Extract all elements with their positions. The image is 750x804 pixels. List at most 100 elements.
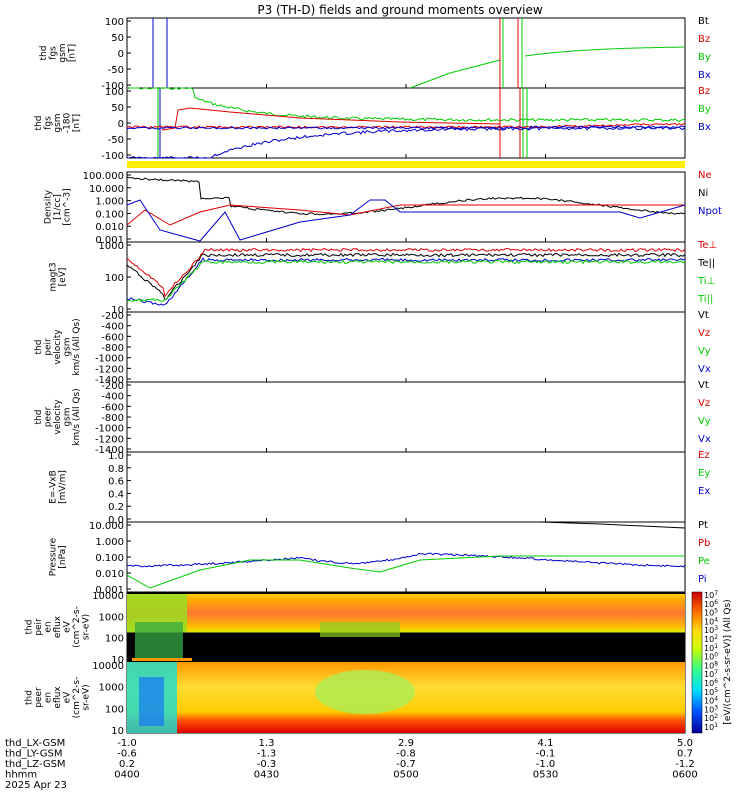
colorbar-label: [eV/(cm^2-s-sr-eV)] (All Qs) xyxy=(723,599,733,724)
panel-7: 1.0 0.8 0.60.4 0.2 0.0 E=-VxB [mV/m] Ez Ey Ex xyxy=(48,450,710,526)
ti-parallel-trace xyxy=(126,259,686,303)
ion-noise-patch xyxy=(320,622,400,637)
y-axis-label: velocity xyxy=(53,399,63,435)
y-axis-label: thd xyxy=(34,340,44,355)
y-axis-label: eflux xyxy=(53,686,63,709)
y-axis-label: gsm xyxy=(53,113,63,132)
legend-entry: Bx xyxy=(698,122,711,133)
y-axis-label: sr-eV) xyxy=(82,614,92,640)
panel-frame xyxy=(126,381,686,453)
te-parallel-trace xyxy=(126,252,686,301)
x-axis-row-label: thd_LY-GSM xyxy=(5,749,62,760)
y-axis-label: peir xyxy=(34,618,44,636)
y-axis-label: peer xyxy=(34,687,44,708)
y-tick-label: 1000 xyxy=(99,683,124,694)
y-tick-label: 0.100 xyxy=(95,553,124,564)
y-axis-label: gsm xyxy=(58,43,68,62)
ni-trace xyxy=(126,176,686,216)
colorbar-tick-label: 100 xyxy=(704,652,718,662)
y-tick-label: 100 xyxy=(105,273,124,284)
panel-5: -200-400-600-800-1000-1200-1400 thd peir ve… xyxy=(34,310,711,386)
colorbar-tick-label: 105 xyxy=(704,608,718,618)
pe-trace xyxy=(126,555,685,589)
y-tick-label: -400 xyxy=(101,392,124,403)
y-tick-label: -1400 xyxy=(95,445,124,456)
y-axis-label: magt3 xyxy=(48,262,58,291)
x-axis-value: -1.0 xyxy=(536,759,556,770)
y-axis-label: Density xyxy=(44,189,54,224)
y-axis-label: thd xyxy=(25,690,35,705)
y-axis-label: (cm^2-s- xyxy=(72,677,82,719)
x-axis-value: 0.2 xyxy=(119,759,135,770)
colorbar-tick-label: 101 xyxy=(704,643,718,653)
x-axis-date: 2025 Apr 23 xyxy=(5,780,67,791)
legend-entry: Ni xyxy=(698,188,708,199)
y-axis-label: -180 xyxy=(63,113,73,134)
te-perp-trace xyxy=(126,247,686,298)
y-tick-label: -800 xyxy=(101,343,124,354)
y-tick-label: 100 xyxy=(105,17,124,28)
legend-entry: Pb xyxy=(698,538,710,549)
y-tick-label: 0.100 xyxy=(95,209,124,220)
x-axis-value: 0600 xyxy=(672,770,697,781)
legend-entry: Pt xyxy=(698,520,708,531)
colorbar-tick-label: 107 xyxy=(704,669,718,679)
ion-energy-band xyxy=(127,594,685,633)
x-axis-value: 5.0 xyxy=(677,738,693,749)
y-axis-label: gsm xyxy=(63,337,73,356)
colorbar-scale xyxy=(691,591,703,734)
legend-entry: Te|| xyxy=(697,258,715,269)
y-tick-label: 10000 xyxy=(92,591,124,602)
y-axis-label: thd xyxy=(25,620,35,635)
quality-flag-bar xyxy=(127,161,685,168)
colorbar-tick-label: 104 xyxy=(704,616,718,626)
y-tick-label: -100 xyxy=(101,151,124,162)
y-axis-label: peer xyxy=(44,406,54,427)
legend-entry: Vt xyxy=(698,380,709,391)
panel-8: 10.000 1.000 0.100 0.010 0.001 Pressure [nPa] P… xyxy=(48,520,710,596)
bx-trace xyxy=(126,125,686,130)
y-tick-label: -200 xyxy=(101,381,124,392)
plot-title: P3 (TH-D) fields and ground moments over… xyxy=(257,3,542,17)
y-tick-label: 1.000 xyxy=(95,537,124,548)
colorbar-tick-label: 102 xyxy=(704,713,718,723)
x-axis-value: -0.3 xyxy=(257,759,277,770)
colorbar-tick-label: 104 xyxy=(704,696,718,706)
y-tick-label: 10.000 xyxy=(89,521,124,532)
x-axis-value: -0.8 xyxy=(396,749,416,760)
legend-entry: Ex xyxy=(698,486,710,497)
legend-entry: Pe xyxy=(698,556,710,567)
legend-entry: Vz xyxy=(698,328,710,339)
panel-3: 100.000 10.000 1.0000.100 0.010 0.001 Density… xyxy=(44,170,722,246)
panel-frame xyxy=(126,241,686,313)
y-tick-label: 10 xyxy=(111,726,124,737)
y-axis-label: E=-VxB xyxy=(48,470,58,504)
colorbar-tick-label: 105 xyxy=(704,687,718,697)
y-tick-label: -50 xyxy=(108,65,124,76)
legend-entry: Vy xyxy=(698,346,711,357)
y-axis-label: [nT] xyxy=(72,114,82,132)
ti-perp-trace xyxy=(126,257,686,306)
y-tick-label: 10000 xyxy=(92,661,124,672)
ion-noise-region xyxy=(135,622,183,658)
y-tick-label: 1000 xyxy=(99,241,124,252)
y-tick-label: 0.0 xyxy=(108,515,124,526)
ne-trace xyxy=(126,204,685,226)
panel-1: 100 50 0 -50 -100 thd fgs gsm [nT] Bt Bz By Bx xyxy=(39,16,711,92)
panel-frame xyxy=(126,87,686,159)
panel-2: 100 50 0 -50 -100 thd fgs gsm -180 [nT] Bz By Bx xyxy=(34,86,711,162)
y-tick-label: -800 xyxy=(101,413,124,424)
x-axis-row-label: thd_LZ-GSM xyxy=(5,759,66,770)
y-tick-label: -1000 xyxy=(95,424,124,435)
y-axis-label: [cm^-3] xyxy=(63,188,73,225)
y-axis-label: fgs xyxy=(44,116,54,130)
y-axis-label: thd xyxy=(34,410,44,425)
electron-lowest-flux-region xyxy=(139,677,164,726)
y-tick-label: 100.000 xyxy=(83,171,124,182)
y-tick-label: -1000 xyxy=(95,354,124,365)
y-tick-label: 0.6 xyxy=(108,477,124,488)
y-tick-label: 10.000 xyxy=(89,184,124,195)
colorbar-tick-label: 103 xyxy=(704,704,718,714)
by-trace xyxy=(524,46,685,57)
